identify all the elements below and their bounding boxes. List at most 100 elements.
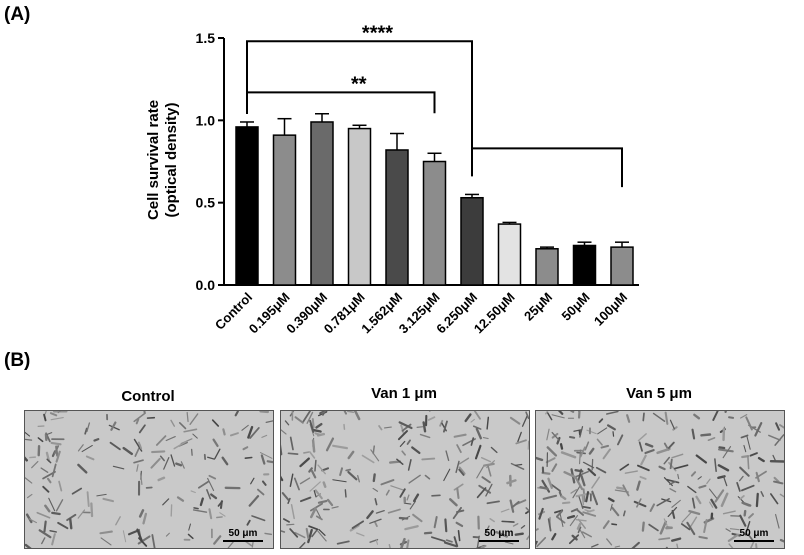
cell-shape <box>281 475 284 482</box>
cell-shape <box>484 525 490 535</box>
cell-shape <box>50 416 64 421</box>
cell-shape <box>401 423 412 432</box>
cell-shape <box>138 537 148 547</box>
cell-shape <box>584 441 590 451</box>
y-axis-label-line1: Cell survival rate <box>145 100 162 220</box>
cell-shape <box>287 452 299 455</box>
cell-shape <box>289 436 294 451</box>
cell-shape <box>740 434 749 439</box>
cell-shape <box>444 518 448 533</box>
cell-shape <box>676 543 679 548</box>
cell-shape <box>321 411 326 415</box>
cell-shape <box>261 480 267 486</box>
cell-shape <box>611 523 618 526</box>
cell-shape <box>686 521 696 536</box>
cell-shape <box>216 516 223 519</box>
cell-shape <box>525 510 529 515</box>
cell-shape <box>77 463 88 474</box>
cell-shape <box>579 529 586 539</box>
cell-shape <box>26 493 33 499</box>
cell-shape <box>514 463 523 466</box>
cell-shape <box>316 509 322 519</box>
cell-shape <box>714 458 717 473</box>
cell-shape <box>511 500 520 509</box>
cell-shape <box>486 500 500 505</box>
cell-shape <box>743 509 747 517</box>
cell-shape <box>596 438 603 446</box>
cell-shape <box>664 411 669 425</box>
cell-shape <box>305 527 310 540</box>
cell-shape <box>143 411 146 414</box>
cell-shape <box>396 458 404 465</box>
significance-bracket <box>471 147 623 188</box>
scale-bar: 50 μm <box>223 528 263 542</box>
cell-shape <box>749 541 755 548</box>
y-tick-label: 0.0 <box>196 277 216 293</box>
cell-shape <box>137 441 143 450</box>
cell-shape <box>515 439 527 445</box>
cell-shape <box>372 445 375 455</box>
cell-shape <box>289 473 294 488</box>
cell-shape <box>442 420 448 433</box>
cell-shape <box>576 522 582 530</box>
x-tick-label: 12.50μM <box>471 290 518 337</box>
cell-shape <box>779 493 784 498</box>
cell-shape <box>598 418 604 424</box>
cell-shape <box>322 481 327 488</box>
cell-shape <box>709 501 714 508</box>
cell-shape <box>747 533 755 542</box>
cell-shape <box>308 467 313 473</box>
bar <box>535 248 559 286</box>
cell-shape <box>576 451 586 455</box>
cell-shape <box>545 411 549 415</box>
cell-shape <box>206 489 212 500</box>
cell-shape <box>476 466 484 479</box>
micrograph-control: 50 μm <box>24 410 274 549</box>
cell-shape <box>591 543 599 548</box>
cell-shape <box>399 488 406 498</box>
cell-shape <box>319 411 329 415</box>
cell-shape <box>517 431 522 443</box>
cell-shape <box>595 466 607 474</box>
error-bars <box>240 112 629 249</box>
cell-shape <box>58 480 63 492</box>
cell-shape <box>375 509 385 514</box>
cell-shape <box>251 541 254 548</box>
cell-shape <box>344 489 347 498</box>
cell-shape <box>374 521 378 528</box>
cell-shape <box>339 467 344 477</box>
y-axis-label-line2: (optical density) <box>163 102 180 217</box>
cell-shape <box>115 516 121 526</box>
cell-shape <box>622 484 630 497</box>
cell-shape <box>71 487 83 495</box>
scale-bar: 50 μm <box>479 528 519 542</box>
cell-shape <box>547 477 553 489</box>
cell-shape <box>560 495 567 501</box>
cell-shape <box>578 496 584 510</box>
cell-shape <box>710 498 718 509</box>
cell-shape <box>617 434 624 446</box>
cell-shape <box>399 440 406 447</box>
cell-shape <box>197 480 210 489</box>
cell-shape <box>458 466 466 475</box>
cell-shape <box>688 510 701 516</box>
cell-shape <box>693 413 701 420</box>
cell-shape <box>577 518 586 529</box>
cell-shape <box>616 486 625 490</box>
cell-shape <box>314 432 322 437</box>
cell-shape <box>722 446 732 459</box>
cell-shape <box>138 509 145 518</box>
cell-shape <box>489 518 495 523</box>
panel-b-label: (B) <box>4 350 31 371</box>
cell-shape <box>332 444 348 450</box>
cell-shape <box>138 424 146 434</box>
cell-shape <box>310 502 323 512</box>
cell-shape <box>250 477 255 485</box>
cell-shape <box>760 491 765 497</box>
cell-shape <box>112 465 125 470</box>
cell-shape <box>569 411 575 413</box>
cell-shape <box>317 499 328 504</box>
cell-shape <box>46 458 52 464</box>
cell-shape <box>476 487 487 499</box>
cell-shape <box>325 437 335 452</box>
